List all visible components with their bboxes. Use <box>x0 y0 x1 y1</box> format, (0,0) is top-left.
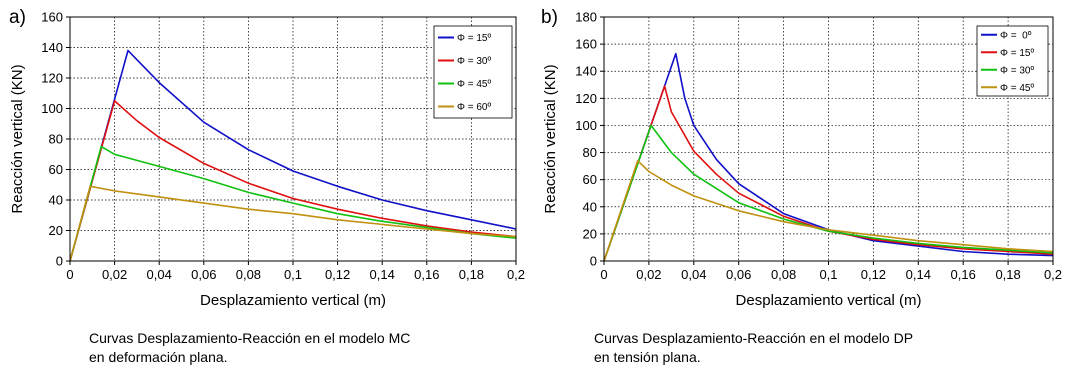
chart-a-series-line-3 <box>69 145 517 262</box>
chart-b-y-tick-label: 120 <box>575 91 597 106</box>
chart-a-x-tick-label: 0,2 <box>507 267 525 282</box>
chart-a-legend-label-3: Φ = 45º <box>457 79 491 90</box>
chart-b-y-tick-label: 40 <box>583 199 597 214</box>
chart-a-x-tick-label: 0,1 <box>284 267 302 282</box>
chart-a-x-tick-label: 0,08 <box>236 267 261 282</box>
chart-a-x-tick-label: 0,02 <box>102 267 127 282</box>
chart-b-x-tick-label: 0,08 <box>771 267 796 282</box>
chart-b-legend-label-3: Φ = 30º <box>1000 65 1034 76</box>
chart-a-legend-label-4: Φ = 60º <box>457 102 491 113</box>
chart-a-series-line-2 <box>69 100 517 262</box>
chart-a-legend: Φ = 15º Φ = 30º Φ = 45º Φ = 60º <box>433 25 513 119</box>
caption-a-line-2: en deformación plana. <box>89 349 228 365</box>
chart-b-y-tick-label: 60 <box>583 172 597 187</box>
chart-b-x-tick-label: 0,02 <box>636 267 661 282</box>
chart-b-legend-box <box>976 25 1049 97</box>
chart-b-y-tick-label: 20 <box>583 226 597 241</box>
caption-b-line-2: en tensión plana. <box>594 349 701 365</box>
chart-a-y-tick-label: 100 <box>41 101 63 116</box>
chart-a: 0 0,02 0,04 0,06 0,08 0,1 0,12 0,14 0,16 0,18 0,2 0… <box>9 7 525 309</box>
chart-b-y-tick-label: 140 <box>575 64 597 79</box>
chart-a-panel-label: a) <box>9 7 26 28</box>
chart-b-series-line-1 <box>603 52 1054 262</box>
chart-b-x-tick-label: 0,2 <box>1044 267 1062 282</box>
chart-b-x-tick-label: 0,14 <box>906 267 931 282</box>
chart-b-y-tick-label: 160 <box>575 37 597 52</box>
chart-b-legend-label-1: Φ = 0º <box>1000 30 1032 41</box>
caption-a-line-1: Curvas Desplazamiento-Reacción en el mod… <box>89 330 411 346</box>
chart-b-x-tick-label: 0,1 <box>819 267 837 282</box>
chart-b-x-tick-label: 0,12 <box>861 267 886 282</box>
chart-a-series-line-1 <box>69 49 517 262</box>
chart-a-y-tick-label: 60 <box>49 162 63 177</box>
chart-b-panel-label: b) <box>541 7 558 28</box>
chart-a-x-tick-label: 0,12 <box>325 267 350 282</box>
chart-a-x-tick-label: 0,16 <box>414 267 439 282</box>
chart-a-x-tick-label: 0,06 <box>191 267 216 282</box>
chart-b-y-tick-label: 0 <box>590 254 597 269</box>
chart-a-x-axis-label: Desplazamiento vertical (m) <box>200 292 386 309</box>
chart-a-y-tick-label: 0 <box>56 254 63 269</box>
chart-b-x-tick-label: 0,06 <box>726 267 751 282</box>
caption-b-line-1: Curvas Desplazamiento-Reacción en el mod… <box>594 330 914 346</box>
chart-a-legend-box <box>433 25 513 119</box>
chart-a-y-tick-label: 80 <box>49 132 63 147</box>
chart-a-x-tick-label: 0 <box>66 267 73 282</box>
chart-a-y-axis-label: Reacción vertical (KN) <box>9 64 26 213</box>
chart-b-x-tick-label: 0,18 <box>995 267 1020 282</box>
chart-a-y-tick-label: 120 <box>41 71 63 86</box>
chart-b: 0 0,02 0,04 0,06 0,08 0,1 0,12 0,14 0,16 0,18 0,2 0… <box>541 7 1062 309</box>
chart-b-y-tick-label: 180 <box>575 10 597 25</box>
chart-b-x-axis-label: Desplazamiento vertical (m) <box>736 292 922 309</box>
chart-b-x-tick-label: 0 <box>600 267 607 282</box>
chart-a-legend-label-2: Φ = 30º <box>457 56 491 67</box>
chart-b-series-line-4 <box>603 159 1054 262</box>
chart-b-x-tick-label: 0,16 <box>951 267 976 282</box>
chart-b-legend-label-4: Φ = 45º <box>1000 83 1034 94</box>
chart-b-y-axis-label: Reacción vertical (KN) <box>542 64 559 213</box>
chart-b-legend-label-2: Φ = 15º <box>1000 48 1034 59</box>
chart-a-y-tick-label: 40 <box>49 193 63 208</box>
chart-b-y-tick-label: 80 <box>583 145 597 160</box>
chart-b-y-tick-label: 100 <box>575 118 597 133</box>
chart-a-x-tick-label: 0,18 <box>459 267 484 282</box>
chart-a-y-tick-label: 140 <box>41 40 63 55</box>
chart-a-y-tick-label: 160 <box>41 10 63 25</box>
chart-a-y-tick-label: 20 <box>49 223 63 238</box>
chart-b-x-tick-label: 0,04 <box>681 267 706 282</box>
chart-b-legend: Φ = 0º Φ = 15º Φ = 30º Φ = 45º <box>976 25 1049 97</box>
chart-a-x-tick-label: 0,04 <box>147 267 172 282</box>
chart-a-legend-label-1: Φ = 15º <box>457 33 491 44</box>
chart-a-x-tick-label: 0,14 <box>370 267 395 282</box>
chart-a-series-line-4 <box>69 185 517 262</box>
chart-b-series-line-2 <box>603 85 1054 262</box>
